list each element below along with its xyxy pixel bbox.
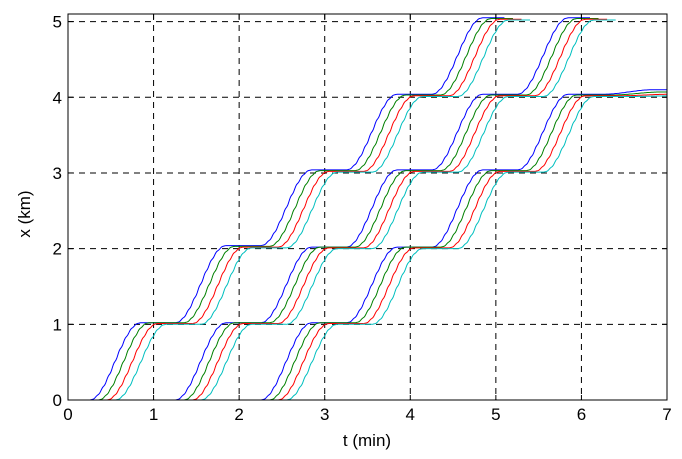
x-tick-label: 2 bbox=[234, 405, 243, 424]
x-tick-label: 5 bbox=[491, 405, 500, 424]
y-tick-label: 5 bbox=[53, 13, 62, 32]
axis-ticks: 0 1 2 3 4 5 6 7 0 1 2 3 4 5 bbox=[53, 13, 672, 424]
series-line bbox=[264, 95, 668, 401]
y-tick-label: 4 bbox=[53, 88, 62, 107]
x-axis-label: t (min) bbox=[343, 431, 391, 450]
x-tick-label: 3 bbox=[320, 405, 329, 424]
series-line bbox=[153, 17, 590, 401]
x-tick-label: 4 bbox=[406, 405, 415, 424]
y-axis-label: x (km) bbox=[15, 190, 34, 237]
series-line bbox=[170, 18, 608, 401]
series-line bbox=[68, 17, 505, 401]
x-tick-label: 6 bbox=[577, 405, 586, 424]
y-tick-label: 3 bbox=[53, 164, 62, 183]
series-line bbox=[247, 91, 667, 401]
series-line bbox=[76, 18, 513, 401]
series-line bbox=[162, 18, 599, 401]
x-tick-label: 0 bbox=[63, 405, 72, 424]
y-tick-label: 2 bbox=[53, 240, 62, 259]
x-tick-label: 1 bbox=[149, 405, 158, 424]
series-line bbox=[256, 93, 668, 401]
series-line bbox=[239, 89, 667, 401]
plot-area bbox=[68, 17, 668, 401]
series-line bbox=[85, 18, 522, 401]
series-line bbox=[179, 19, 616, 401]
y-tick-label: 1 bbox=[53, 315, 62, 334]
series-line bbox=[93, 19, 531, 401]
axes-box bbox=[67, 13, 668, 401]
x-tick-label: 7 bbox=[662, 405, 671, 424]
y-tick-label: 0 bbox=[53, 391, 62, 410]
